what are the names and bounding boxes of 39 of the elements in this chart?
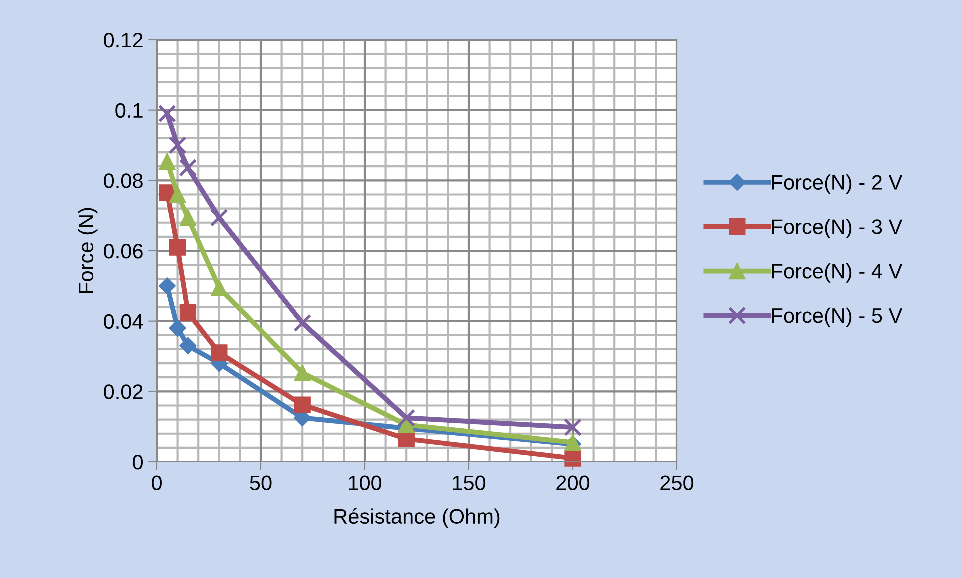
- y-tick-label: 0.06: [104, 244, 143, 259]
- point: [179, 158, 198, 178]
- point: [564, 450, 582, 467]
- y-tick-label: 0.04: [104, 314, 144, 330]
- x-tick-label: 250: [660, 476, 694, 490]
- point: [158, 278, 176, 295]
- point: [168, 136, 187, 155]
- point: [398, 409, 416, 428]
- point: [158, 104, 176, 123]
- y-tick-label: 0.1: [116, 103, 143, 118]
- point: [169, 186, 186, 204]
- x-tick-label: 100: [349, 476, 382, 490]
- point: [169, 239, 186, 256]
- point: [210, 208, 228, 227]
- point: [294, 364, 311, 382]
- point: [169, 320, 186, 337]
- point: [211, 344, 228, 362]
- point: [294, 396, 311, 414]
- legend-label: Force(N) - 2 V: [772, 174, 903, 194]
- point: [564, 434, 582, 451]
- legend-label: Force(N) - 3 V: [772, 219, 903, 238]
- y-tick-label: 0: [133, 455, 143, 470]
- y-tick-label: 0.08: [104, 174, 143, 188]
- legend-label: Force(N) - 5 V: [772, 308, 903, 328]
- y-tick-label: 0.02: [104, 384, 143, 400]
- x-tick-label: 50: [250, 476, 272, 490]
- y-tick-label: 0.12: [104, 33, 143, 48]
- point: [564, 418, 582, 437]
- y-axis-title: Force (N): [78, 208, 98, 294]
- legend-label: Force(N) - 4 V: [772, 264, 903, 283]
- x-axis-title: Résistance (Ohm): [334, 508, 500, 528]
- x-tick-label: 0: [152, 476, 162, 490]
- point: [180, 304, 197, 322]
- point: [180, 337, 197, 354]
- point: [159, 153, 176, 170]
- point: [180, 210, 197, 226]
- x-tick-label: 200: [556, 476, 590, 490]
- x-tick-label: 150: [453, 476, 486, 490]
- point: [294, 314, 312, 332]
